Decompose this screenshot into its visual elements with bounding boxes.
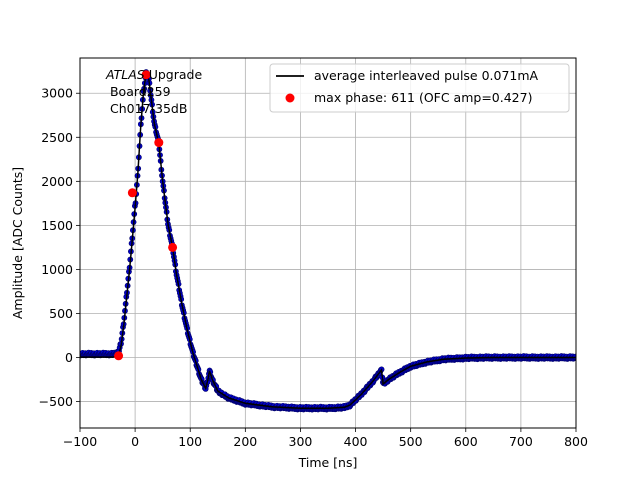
annotation-atlas: ATLAS: [105, 67, 145, 82]
y-tick-label: 2000: [41, 174, 73, 189]
legend-marker-max-phase: [285, 93, 295, 103]
x-tick-label: 600: [454, 434, 478, 449]
annotation-board: Board259: [106, 84, 171, 99]
y-tick-label: 1500: [41, 218, 73, 233]
y-tick-label: 1000: [41, 262, 73, 277]
y-tick-label: 500: [49, 306, 73, 321]
annotation-channel: Ch017-35dB: [106, 101, 187, 116]
max-phase-point: [168, 242, 178, 252]
x-tick-label: 500: [399, 434, 423, 449]
max-phase-point: [141, 70, 151, 80]
max-phase-point: [127, 188, 137, 198]
legend: average interleaved pulse 0.071mA max ph…: [269, 63, 570, 113]
x-tick-label: 800: [564, 434, 588, 449]
max-phase-point: [154, 138, 164, 148]
x-tick-label: 200: [233, 434, 257, 449]
y-tick-label: 3000: [41, 86, 73, 101]
legend-label-pulse: average interleaved pulse 0.071mA: [314, 68, 539, 83]
atlas-annotation: ATLAS Upgrade Board259 Ch017-35dB: [105, 67, 202, 116]
y-tick-label: −500: [39, 394, 73, 409]
x-tick-label: 300: [289, 434, 313, 449]
x-tick-label: 0: [131, 434, 139, 449]
y-axis-title: Amplitude [ADC Counts]: [10, 167, 25, 319]
x-tick-label: 100: [178, 434, 202, 449]
legend-box: [269, 63, 570, 113]
x-tick-label: 400: [344, 434, 368, 449]
x-tick-label: −100: [63, 434, 97, 449]
x-axis-title: Time [ns]: [298, 455, 358, 470]
x-tick-label: 700: [509, 434, 533, 449]
y-tick-label: 0: [65, 350, 73, 365]
legend-label-max-phase: max phase: 611 (OFC amp=0.427): [314, 90, 532, 105]
data-layer: [80, 69, 576, 413]
svg-text:ATLAS Upgrade: ATLAS Upgrade: [105, 67, 202, 82]
ticks: −100 0 100 200 300 400 500 600 700 800 −500 0 500 100…: [39, 86, 588, 449]
plot-frame: [79, 57, 577, 429]
waveform-samples: [80, 69, 576, 413]
annotation-upgrade: Upgrade: [145, 67, 203, 82]
max-phase-point: [114, 351, 124, 361]
average-pulse-line: [80, 70, 576, 409]
y-tick-label: 2500: [41, 130, 73, 145]
